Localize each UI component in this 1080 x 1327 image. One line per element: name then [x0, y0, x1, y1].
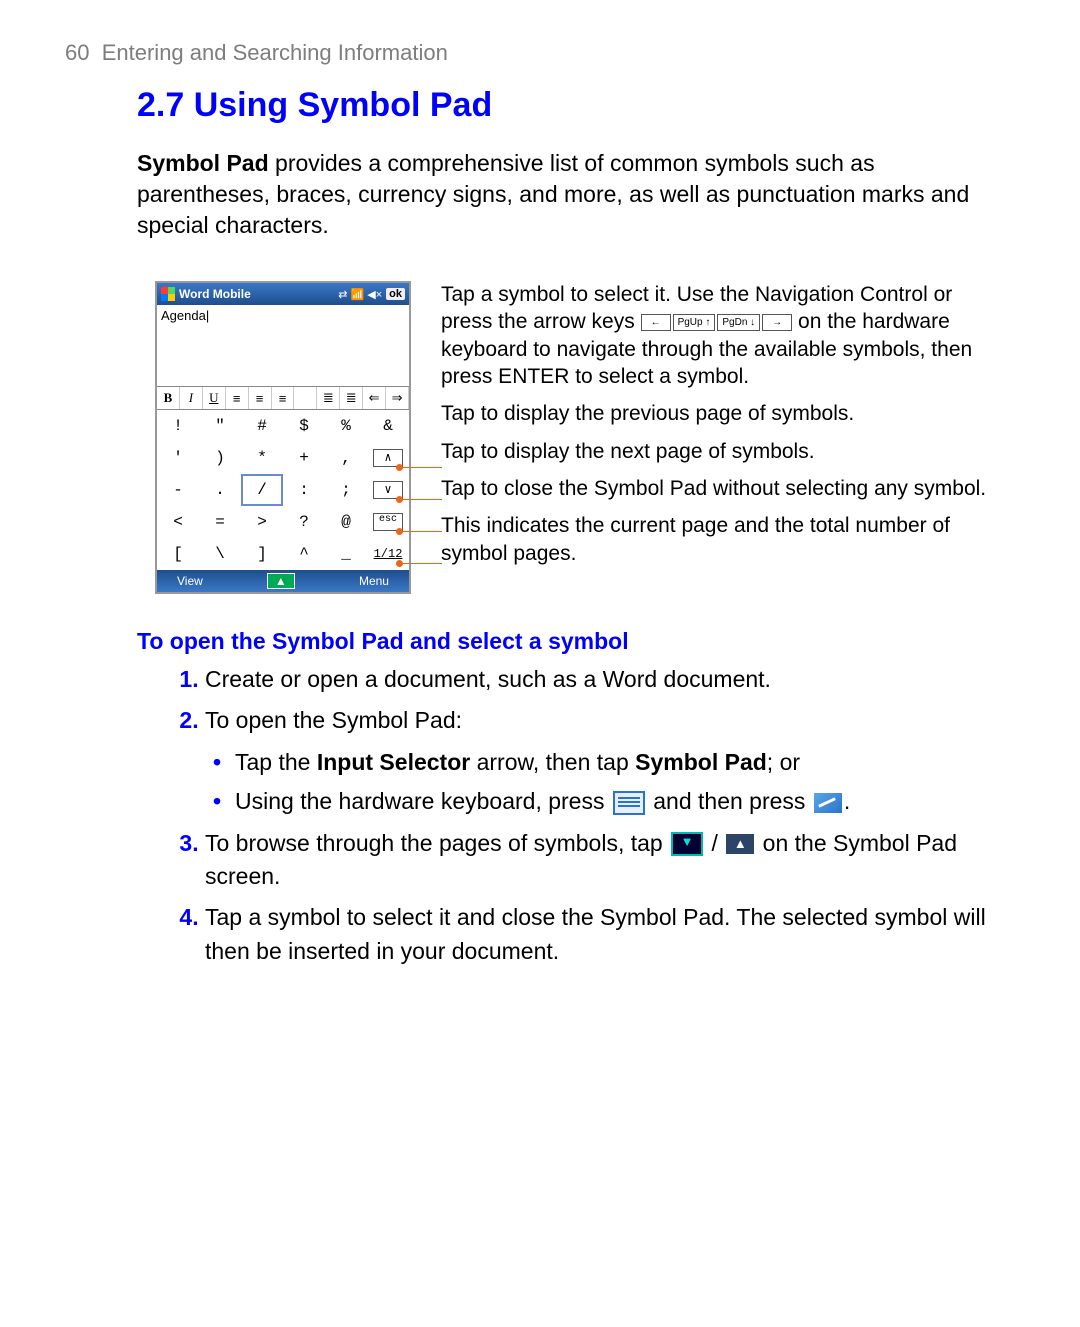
callouts: Tap a symbol to select it. Use the Navig… — [441, 281, 1005, 594]
callout-prev: Tap to display the previous page of symb… — [441, 400, 1005, 427]
align-right-button[interactable]: ≡ — [272, 387, 295, 409]
symbol-cell[interactable]: > — [241, 506, 283, 538]
step-list: Create or open a document, such as a Wor… — [175, 663, 1005, 968]
section-name: Using Symbol Pad — [194, 86, 493, 124]
running-header: 60 Entering and Searching Information — [65, 40, 1005, 66]
symbol-cell[interactable]: ) — [199, 442, 241, 474]
align-left-button[interactable]: ≡ — [226, 387, 249, 409]
symbol-cell[interactable]: : — [283, 474, 325, 506]
bullet-list-button[interactable]: ≣ — [340, 387, 363, 409]
symbol-cell[interactable]: ; — [325, 474, 367, 506]
symbol-cell[interactable]: . — [199, 474, 241, 506]
input-selector-icon[interactable]: ▲ — [267, 573, 295, 589]
callout-line-icon — [400, 499, 442, 500]
callout-next: Tap to display the next page of symbols. — [441, 438, 1005, 465]
step-2-bullet-1: Tap the Input Selector arrow, then tap S… — [235, 746, 1005, 779]
ok-button[interactable]: ok — [386, 288, 405, 300]
symbol-cell[interactable]: + — [283, 442, 325, 474]
page-indicator: 1/12 — [367, 538, 409, 570]
format-toolbar: B I U ≡ ≡ ≡ ≣ ≣ ⇐ ⇒ — [157, 386, 409, 410]
symbol-cell[interactable]: ] — [241, 538, 283, 570]
esc-button[interactable]: esc — [367, 506, 409, 538]
symbol-cell[interactable]: * — [241, 442, 283, 474]
symbol-cell[interactable]: = — [199, 506, 241, 538]
underline-button[interactable]: U — [203, 387, 226, 409]
key-pgup-icon: PgUp ↑ — [673, 314, 716, 331]
arrow-key-icons: ← PgUp ↑ PgDn ↓ → — [641, 314, 793, 331]
intro-paragraph: Symbol Pad provides a comprehensive list… — [137, 148, 1005, 241]
italic-button[interactable]: I — [180, 387, 203, 409]
symbol-cell[interactable]: $ — [283, 410, 325, 442]
numbered-list-button[interactable]: ≣ — [317, 387, 340, 409]
intro-term: Symbol Pad — [137, 150, 269, 176]
step-1: Create or open a document, such as a Wor… — [205, 663, 1005, 696]
document-area[interactable]: Agenda — [157, 305, 409, 386]
bottombar-view[interactable]: View — [177, 574, 203, 588]
callout-line-icon — [400, 467, 442, 468]
pen-icon — [814, 793, 842, 813]
indent-left-button[interactable]: ⇐ — [363, 387, 386, 409]
bold-button[interactable]: B — [157, 387, 180, 409]
symbol-cell[interactable]: # — [241, 410, 283, 442]
device-titlebar: Word Mobile ⇄ 📶 ◀× ok — [157, 283, 409, 305]
symbol-cell[interactable]: % — [325, 410, 367, 442]
symbol-cell[interactable]: [ — [157, 538, 199, 570]
symbol-grid: ! " # $ % & ' ) * + , ∧ - . / : ; ∨ — [157, 410, 409, 570]
key-pgdn-icon: PgDn ↓ — [717, 314, 760, 331]
text-caret — [206, 308, 209, 323]
step-2: To open the Symbol Pad: Tap the Input Se… — [205, 704, 1005, 818]
symbol-cell[interactable]: - — [157, 474, 199, 506]
symbol-cell[interactable]: " — [199, 410, 241, 442]
symbol-cell-selected[interactable]: / — [241, 474, 283, 506]
symbol-cell[interactable]: ^ — [283, 538, 325, 570]
symbol-cell[interactable]: @ — [325, 506, 367, 538]
nav-up-icon: ▲ — [726, 834, 754, 854]
align-center-button[interactable]: ≡ — [249, 387, 272, 409]
symbol-cell[interactable]: \ — [199, 538, 241, 570]
chapter-title: Entering and Searching Information — [102, 40, 448, 65]
toolbar-divider — [294, 387, 317, 409]
next-page-button[interactable]: ∨ — [367, 474, 409, 506]
symbol-cell[interactable]: ! — [157, 410, 199, 442]
device-screenshot: Word Mobile ⇄ 📶 ◀× ok Agenda B I U ≡ ≡ ≡… — [155, 281, 411, 594]
symbol-cell[interactable]: ' — [157, 442, 199, 474]
callout-line-icon — [400, 531, 442, 532]
symbol-cell[interactable]: _ — [325, 538, 367, 570]
section-number: 2.7 — [137, 86, 184, 124]
callout-esc: Tap to close the Symbol Pad without sele… — [441, 475, 1005, 502]
callout-page: This indicates the current page and the … — [441, 512, 1005, 567]
section-title: 2.7 Using Symbol Pad — [137, 86, 1005, 125]
step-2-bullet-2: Using the hardware keyboard, press and t… — [235, 785, 1005, 818]
step-4: Tap a symbol to select it and close the … — [205, 901, 1005, 968]
key-left-icon: ← — [641, 314, 671, 331]
document-text: Agenda — [161, 308, 206, 323]
windows-flag-icon — [161, 287, 175, 301]
symbol-cell[interactable]: ? — [283, 506, 325, 538]
symbol-cell[interactable]: , — [325, 442, 367, 474]
symbol-cell[interactable]: & — [367, 410, 409, 442]
step-2-bullets: Tap the Input Selector arrow, then tap S… — [205, 746, 1005, 819]
sub-heading: To open the Symbol Pad and select a symb… — [137, 628, 1005, 655]
symbol-cell[interactable]: < — [157, 506, 199, 538]
device-bottombar: View ▲ Menu — [157, 570, 409, 592]
callout-nav: Tap a symbol to select it. Use the Navig… — [441, 281, 1005, 390]
step-3: To browse through the pages of symbols, … — [205, 827, 1005, 894]
keyboard-icon — [613, 791, 645, 815]
titlebar-status-icons: ⇄ 📶 ◀× — [338, 288, 382, 301]
prev-page-button[interactable]: ∧ — [367, 442, 409, 474]
figure-row: Word Mobile ⇄ 📶 ◀× ok Agenda B I U ≡ ≡ ≡… — [155, 281, 1005, 594]
nav-down-icon: ▼ — [671, 832, 703, 856]
key-right-icon: → — [762, 314, 792, 331]
indent-right-button[interactable]: ⇒ — [386, 387, 409, 409]
app-title: Word Mobile — [179, 287, 334, 301]
bottombar-menu[interactable]: Menu — [359, 574, 389, 588]
callout-line-icon — [400, 563, 442, 564]
page-number: 60 — [65, 40, 89, 65]
